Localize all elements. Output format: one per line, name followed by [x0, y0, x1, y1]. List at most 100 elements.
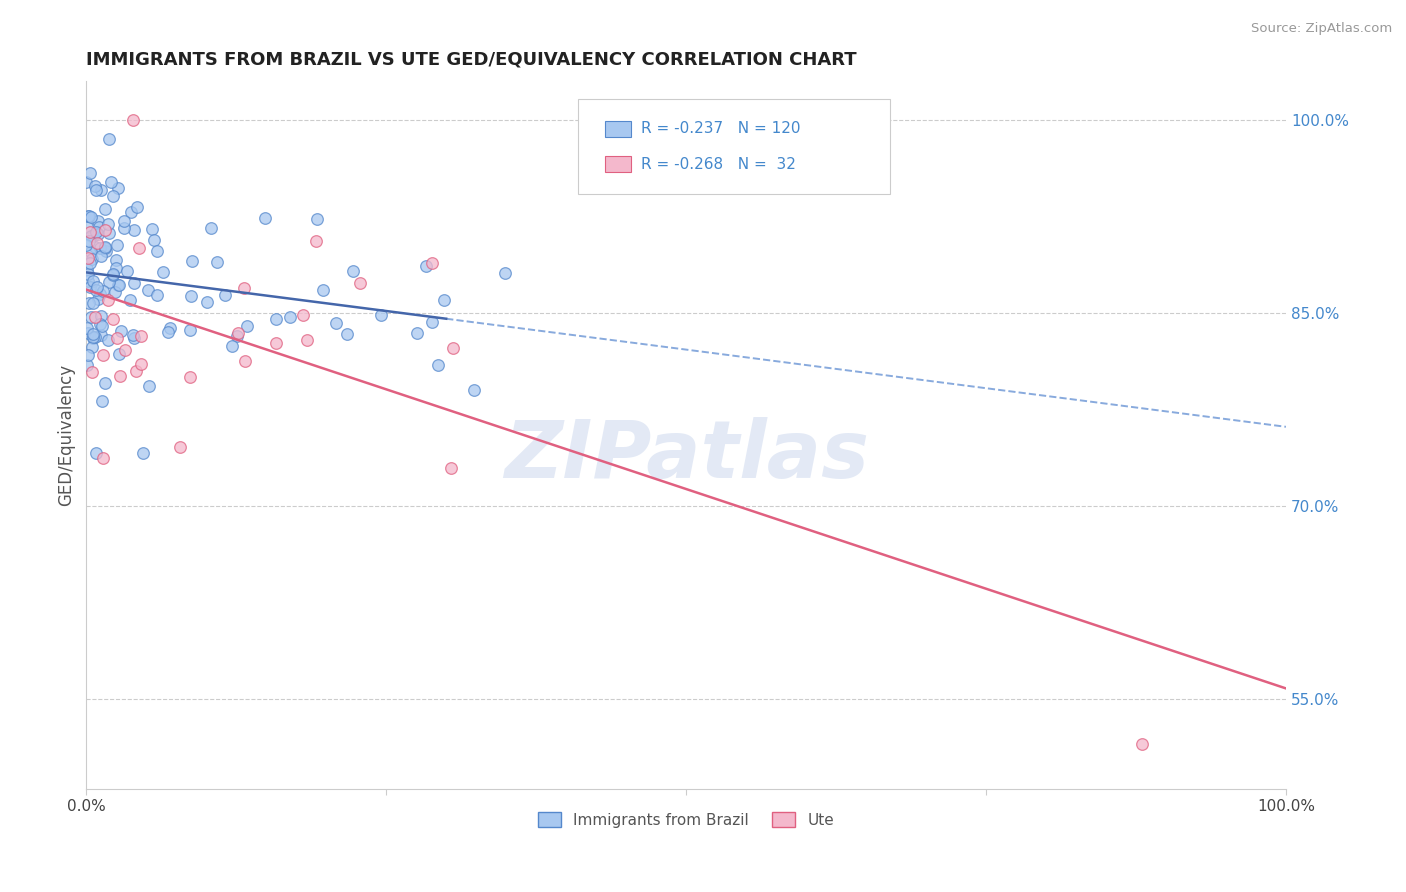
Point — [225, 329, 247, 343]
Text: ZIPatlas: ZIPatlas — [503, 417, 869, 495]
Point — [236, 318, 259, 333]
Point — [146, 287, 169, 301]
Point — [441, 341, 464, 355]
Point — [433, 293, 456, 307]
Point — [89, 317, 111, 331]
Point — [90, 309, 112, 323]
Point — [122, 331, 145, 345]
Point — [82, 274, 104, 288]
Point — [117, 263, 139, 277]
Point — [145, 244, 167, 258]
Point — [80, 340, 103, 354]
Point — [254, 211, 277, 225]
Point — [94, 223, 117, 237]
Point — [228, 326, 250, 340]
Point — [77, 252, 100, 266]
Point — [349, 276, 371, 290]
Point — [494, 266, 516, 280]
Point — [104, 253, 127, 268]
Point — [87, 214, 110, 228]
Point — [93, 240, 115, 254]
Point — [221, 339, 243, 353]
Point — [87, 227, 110, 241]
Point — [152, 265, 174, 279]
Point — [159, 321, 181, 335]
FancyBboxPatch shape — [605, 121, 631, 136]
Point — [179, 370, 201, 384]
Point — [122, 327, 145, 342]
Point — [83, 310, 105, 324]
Point — [112, 221, 135, 235]
Point — [77, 209, 100, 223]
Point — [138, 283, 160, 297]
Point — [312, 283, 335, 297]
Point — [122, 223, 145, 237]
FancyBboxPatch shape — [578, 99, 890, 194]
Point — [76, 359, 98, 373]
Point — [82, 331, 104, 345]
Point — [94, 376, 117, 391]
Point — [141, 222, 163, 236]
Point — [114, 343, 136, 358]
Point — [233, 354, 256, 368]
Point — [89, 286, 111, 301]
Point — [107, 278, 129, 293]
Point — [91, 450, 114, 465]
Point — [79, 210, 101, 224]
Point — [295, 333, 318, 347]
Point — [266, 312, 288, 326]
Point — [90, 249, 112, 263]
Point — [420, 315, 443, 329]
Point — [79, 245, 101, 260]
Point — [96, 244, 118, 259]
Y-axis label: GED/Equivalency: GED/Equivalency — [58, 364, 75, 506]
Point — [80, 310, 103, 325]
Point — [101, 188, 124, 202]
Point — [100, 175, 122, 189]
Point — [79, 295, 101, 310]
Point — [84, 283, 107, 297]
Point — [108, 277, 131, 292]
Text: IMMIGRANTS FROM BRAZIL VS UTE GED/EQUIVALENCY CORRELATION CHART: IMMIGRANTS FROM BRAZIL VS UTE GED/EQUIVA… — [86, 51, 856, 69]
Point — [180, 254, 202, 268]
Point — [80, 252, 103, 267]
Point — [87, 219, 110, 234]
Point — [107, 347, 129, 361]
Point — [138, 378, 160, 392]
Point — [79, 234, 101, 248]
Point — [122, 276, 145, 290]
Point — [105, 261, 128, 276]
Point — [90, 328, 112, 343]
Point — [76, 268, 98, 282]
Point — [97, 293, 120, 307]
Point — [77, 274, 100, 288]
Point — [179, 323, 201, 337]
Point — [91, 348, 114, 362]
Point — [82, 228, 104, 243]
Point — [427, 358, 450, 372]
Point — [97, 275, 120, 289]
Point — [84, 183, 107, 197]
Point — [266, 336, 288, 351]
Point — [75, 175, 97, 189]
Point — [86, 292, 108, 306]
Point — [121, 112, 143, 127]
Point — [305, 234, 328, 248]
Point — [200, 220, 222, 235]
Point — [129, 329, 152, 343]
Point — [77, 326, 100, 341]
Point — [90, 183, 112, 197]
Text: R = -0.268   N =  32: R = -0.268 N = 32 — [641, 157, 796, 171]
Point — [82, 330, 104, 344]
Point — [440, 460, 463, 475]
FancyBboxPatch shape — [605, 156, 631, 172]
Point — [79, 225, 101, 239]
Point — [463, 383, 485, 397]
Point — [75, 237, 97, 252]
Point — [405, 326, 427, 340]
Point — [77, 209, 100, 223]
Point — [103, 312, 125, 326]
Point — [83, 330, 105, 344]
Point — [105, 238, 128, 252]
Point — [84, 226, 107, 240]
